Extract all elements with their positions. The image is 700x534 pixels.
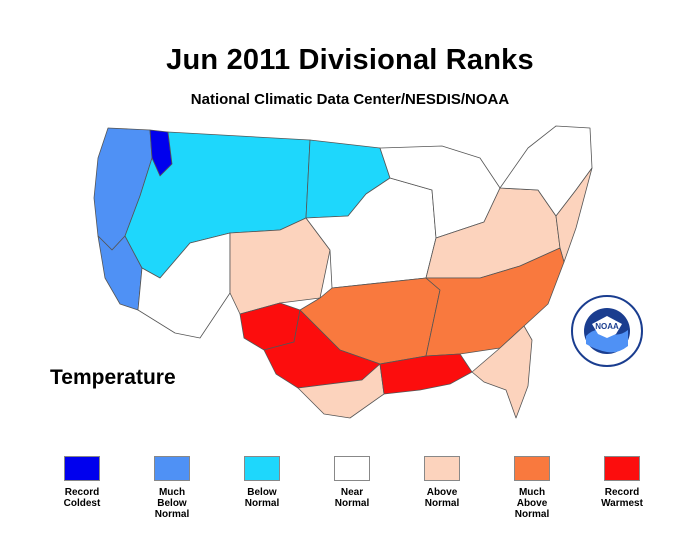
- legend-item: Much Above Normal: [487, 456, 577, 520]
- legend-item: Much Below Normal: [127, 456, 217, 520]
- legend-item: Record Warmest: [577, 456, 667, 509]
- legend-item: Below Normal: [217, 456, 307, 509]
- legend-label: Near Normal: [334, 487, 370, 509]
- region-gulf-coast-louisiana: [379, 353, 473, 395]
- region-florida: [471, 325, 533, 419]
- legend-label: Record Warmest: [601, 487, 643, 509]
- legend: Record Coldest Much Below Normal Below N…: [0, 456, 700, 534]
- noaa-logo: NOAA: [571, 295, 643, 367]
- legend-label: Much Below Normal: [154, 487, 190, 520]
- legend-item: Above Normal: [397, 456, 487, 509]
- legend-item: Near Normal: [307, 456, 397, 509]
- legend-label: Record Coldest: [63, 487, 101, 509]
- legend-swatch: [604, 456, 640, 481]
- us-divisional-map: [93, 125, 593, 419]
- variable-label: Temperature: [50, 366, 176, 389]
- legend-swatch: [244, 456, 280, 481]
- legend-label: Much Above Normal: [514, 487, 550, 520]
- map-title: Jun 2011 Divisional Ranks: [166, 44, 534, 76]
- legend-swatch: [64, 456, 100, 481]
- legend-label: Above Normal: [424, 487, 460, 509]
- legend-item: Record Coldest: [37, 456, 127, 509]
- map-subtitle: National Climatic Data Center/NESDIS/NOA…: [190, 91, 510, 108]
- region-four-corners: [229, 217, 331, 315]
- legend-label: Below Normal: [244, 487, 280, 509]
- legend-swatch: [424, 456, 460, 481]
- legend-swatch: [514, 456, 550, 481]
- noaa-logo-text: NOAA: [595, 322, 619, 331]
- legend-swatch: [154, 456, 190, 481]
- legend-swatch: [334, 456, 370, 481]
